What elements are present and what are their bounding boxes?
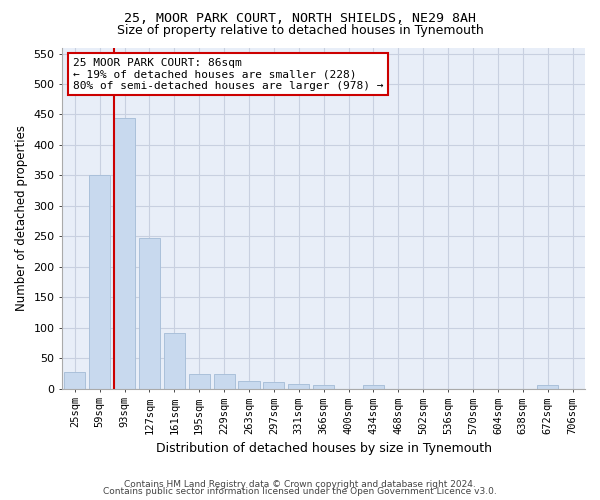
Bar [164, 332, 185, 388]
Bar [313, 385, 334, 388]
Bar [363, 386, 384, 388]
Y-axis label: Number of detached properties: Number of detached properties [15, 125, 28, 311]
Bar [537, 386, 558, 388]
Text: 25, MOOR PARK COURT, NORTH SHIELDS, NE29 8AH: 25, MOOR PARK COURT, NORTH SHIELDS, NE29… [124, 12, 476, 26]
Bar [89, 176, 110, 388]
Bar [114, 118, 135, 388]
Bar [263, 382, 284, 388]
Text: 25 MOOR PARK COURT: 86sqm
← 19% of detached houses are smaller (228)
80% of semi: 25 MOOR PARK COURT: 86sqm ← 19% of detac… [73, 58, 383, 91]
X-axis label: Distribution of detached houses by size in Tynemouth: Distribution of detached houses by size … [155, 442, 491, 455]
Text: Contains HM Land Registry data © Crown copyright and database right 2024.: Contains HM Land Registry data © Crown c… [124, 480, 476, 489]
Bar [64, 372, 85, 388]
Bar [188, 374, 210, 388]
Text: Contains public sector information licensed under the Open Government Licence v3: Contains public sector information licen… [103, 488, 497, 496]
Bar [288, 384, 310, 388]
Bar [238, 380, 260, 388]
Bar [214, 374, 235, 388]
Bar [139, 238, 160, 388]
Text: Size of property relative to detached houses in Tynemouth: Size of property relative to detached ho… [116, 24, 484, 37]
